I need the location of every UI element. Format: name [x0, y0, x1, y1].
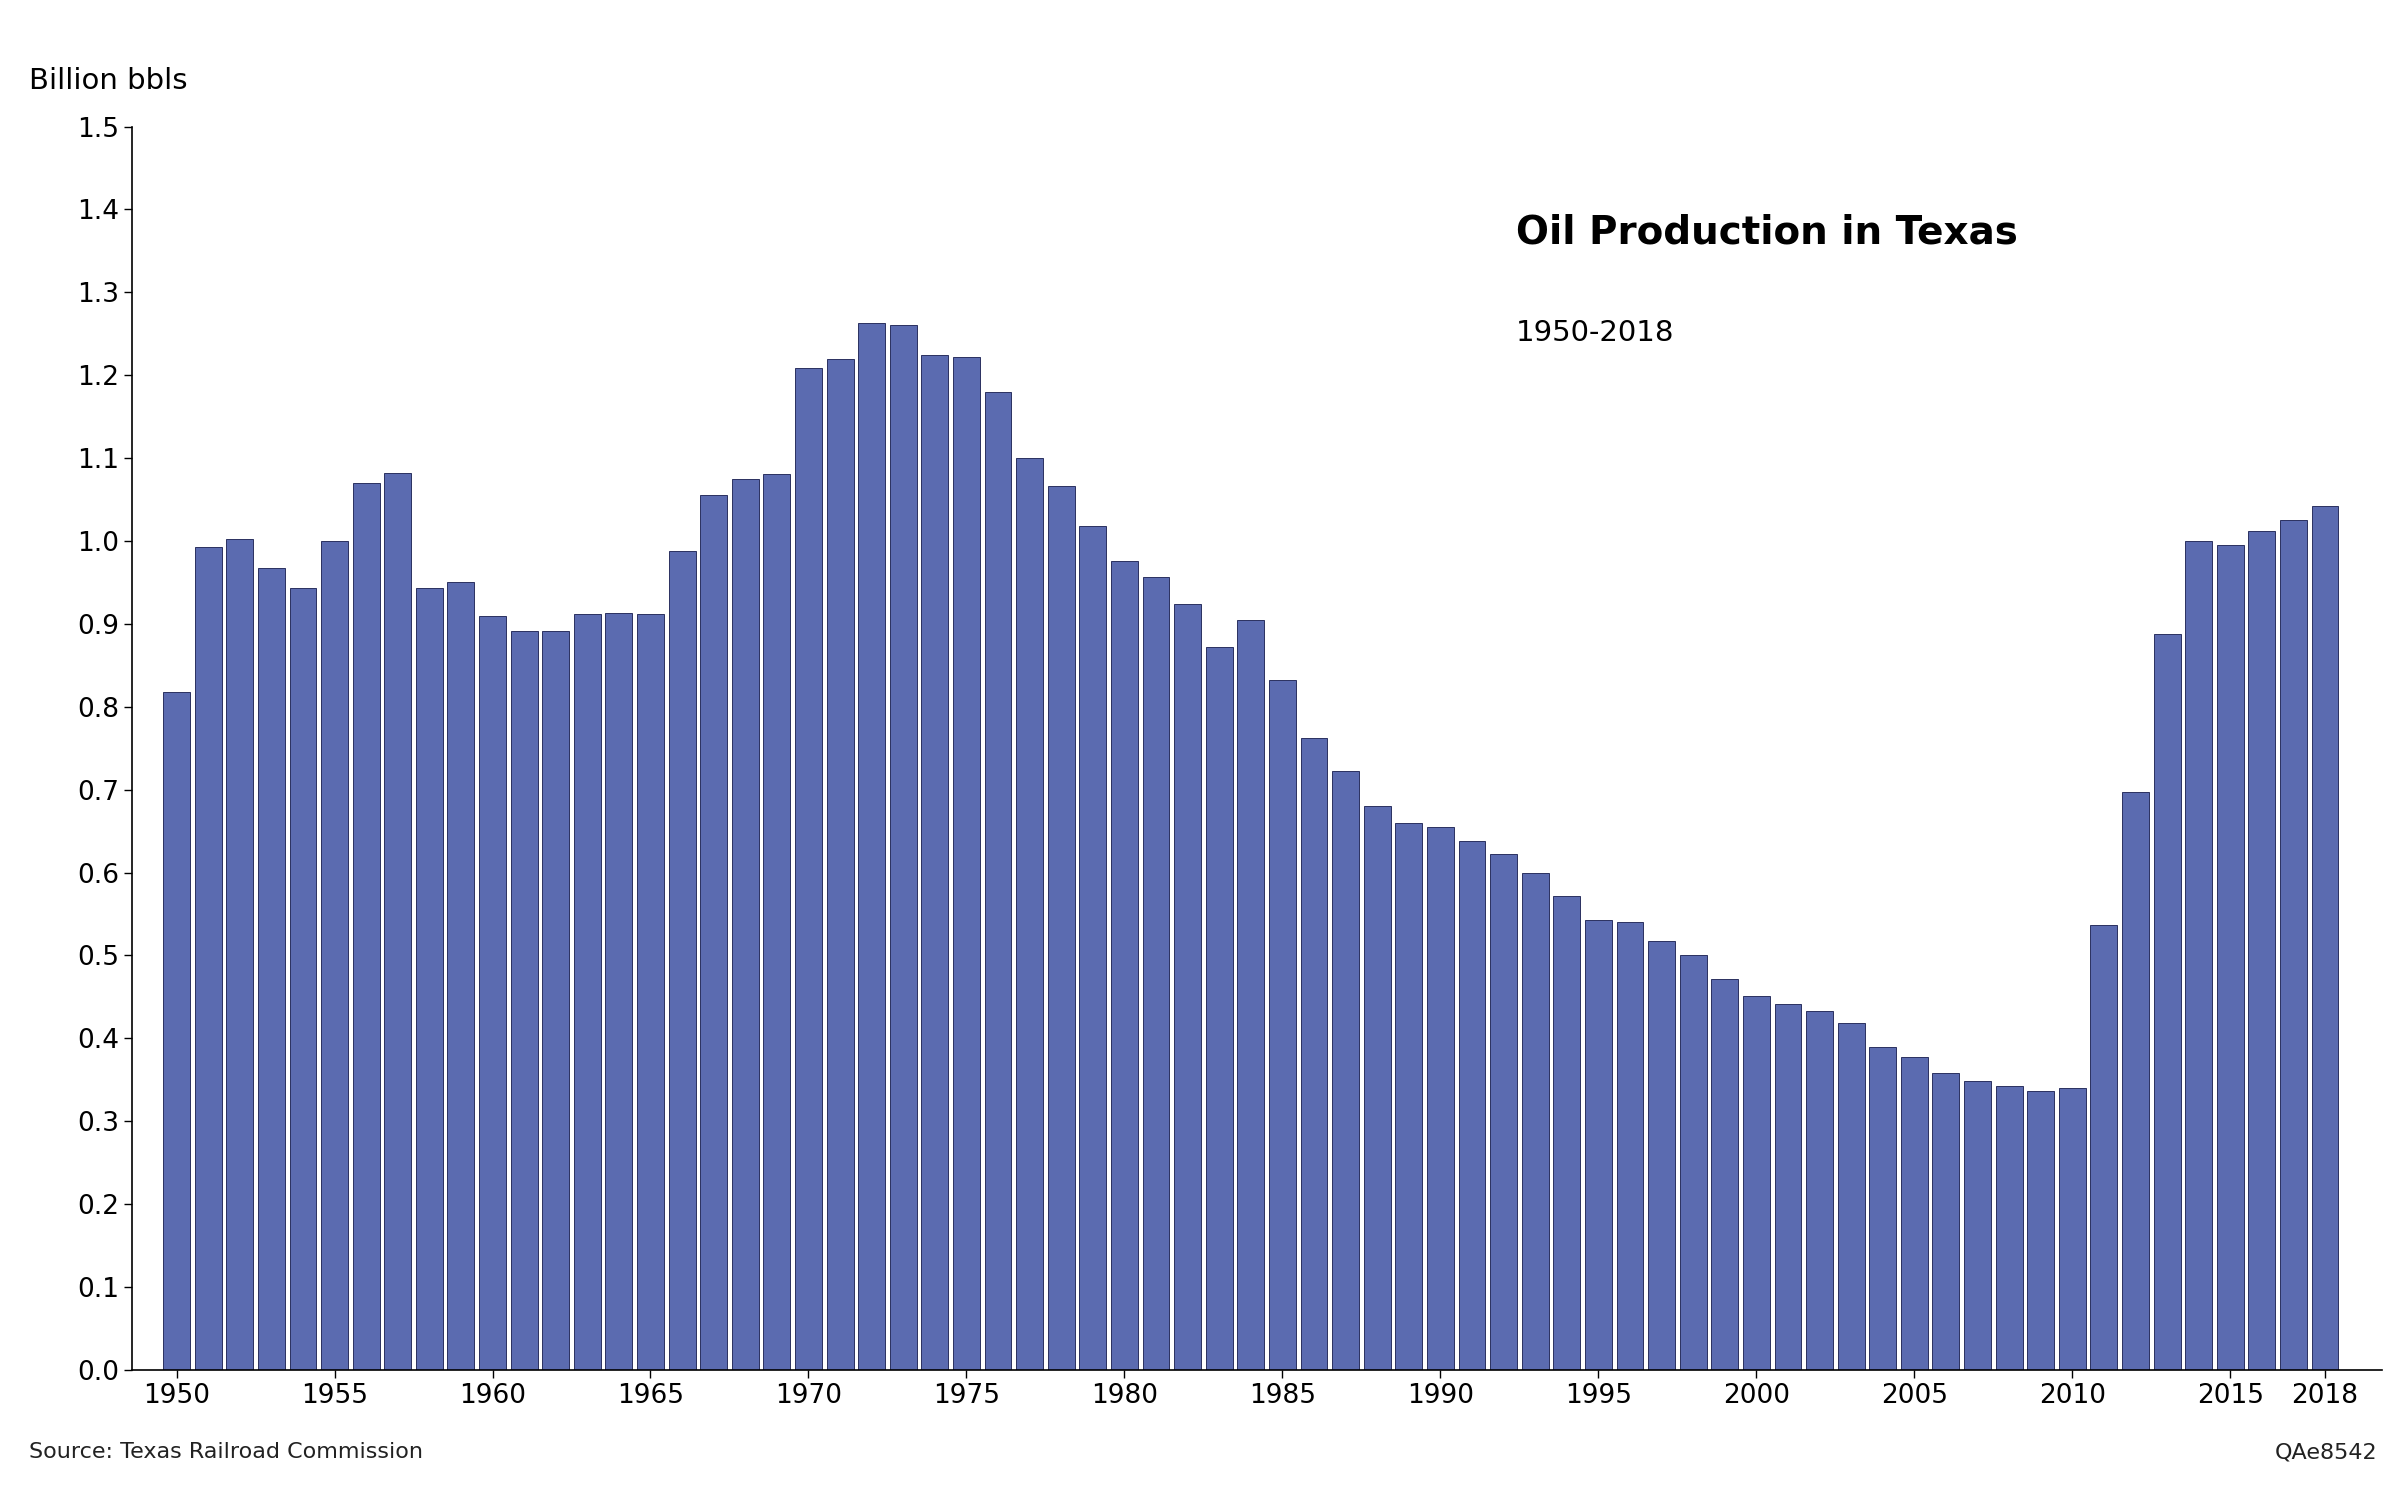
- Bar: [510, 631, 537, 1370]
- Text: Billion bbls: Billion bbls: [29, 67, 188, 95]
- Bar: [2153, 634, 2180, 1370]
- Bar: [1395, 823, 1422, 1370]
- Bar: [1302, 739, 1328, 1370]
- Bar: [1080, 526, 1107, 1370]
- Bar: [195, 546, 221, 1370]
- Bar: [1776, 1004, 1802, 1370]
- Bar: [1679, 956, 1706, 1370]
- Bar: [669, 551, 695, 1370]
- Text: 1950-2018: 1950-2018: [1516, 319, 1675, 347]
- Bar: [1427, 826, 1453, 1370]
- Bar: [2185, 541, 2211, 1370]
- Bar: [828, 359, 854, 1370]
- Bar: [385, 474, 411, 1370]
- Bar: [984, 392, 1011, 1370]
- Bar: [1648, 941, 1675, 1370]
- Bar: [1963, 1081, 1990, 1370]
- Bar: [1174, 605, 1201, 1370]
- Bar: [1112, 561, 1138, 1370]
- Bar: [1458, 841, 1485, 1370]
- Bar: [2216, 545, 2245, 1370]
- Bar: [479, 615, 505, 1370]
- Bar: [2250, 532, 2276, 1370]
- Bar: [320, 541, 349, 1370]
- Bar: [890, 326, 917, 1370]
- Bar: [575, 613, 602, 1370]
- Bar: [1268, 680, 1297, 1370]
- Bar: [731, 479, 758, 1370]
- Bar: [1807, 1011, 1833, 1370]
- Bar: [1838, 1023, 1865, 1370]
- Text: Source: Texas Railroad Commission: Source: Texas Railroad Commission: [29, 1443, 423, 1462]
- Bar: [1205, 648, 1232, 1370]
- Bar: [289, 588, 315, 1370]
- Bar: [1521, 873, 1549, 1370]
- Bar: [354, 482, 380, 1370]
- Bar: [606, 613, 633, 1370]
- Bar: [953, 357, 979, 1370]
- Bar: [257, 569, 284, 1370]
- Bar: [1586, 920, 1612, 1370]
- Bar: [2312, 506, 2339, 1370]
- Bar: [1333, 771, 1359, 1370]
- Bar: [1143, 578, 1169, 1370]
- Bar: [2060, 1088, 2086, 1370]
- Bar: [416, 588, 443, 1370]
- Bar: [794, 368, 823, 1370]
- Bar: [226, 539, 253, 1370]
- Bar: [763, 474, 789, 1370]
- Bar: [1869, 1047, 1896, 1370]
- Bar: [1995, 1087, 2023, 1370]
- Bar: [164, 692, 190, 1370]
- Text: QAe8542: QAe8542: [2274, 1443, 2377, 1462]
- Text: Oil Production in Texas: Oil Production in Texas: [1516, 213, 2019, 252]
- Bar: [1617, 922, 1643, 1370]
- Bar: [638, 613, 664, 1370]
- Bar: [1901, 1057, 1927, 1370]
- Bar: [1554, 896, 1581, 1370]
- Bar: [2028, 1091, 2055, 1370]
- Bar: [1049, 487, 1075, 1370]
- Bar: [700, 494, 727, 1370]
- Bar: [2091, 925, 2117, 1370]
- Bar: [448, 582, 474, 1370]
- Bar: [1711, 978, 1737, 1370]
- Bar: [2281, 520, 2307, 1370]
- Bar: [541, 630, 570, 1370]
- Bar: [1932, 1074, 1958, 1370]
- Bar: [1364, 806, 1391, 1370]
- Bar: [1237, 619, 1263, 1370]
- Bar: [859, 323, 885, 1370]
- Bar: [1015, 459, 1044, 1370]
- Bar: [1489, 855, 1518, 1370]
- Bar: [1742, 996, 1771, 1370]
- Bar: [921, 356, 948, 1370]
- Bar: [2122, 792, 2149, 1370]
